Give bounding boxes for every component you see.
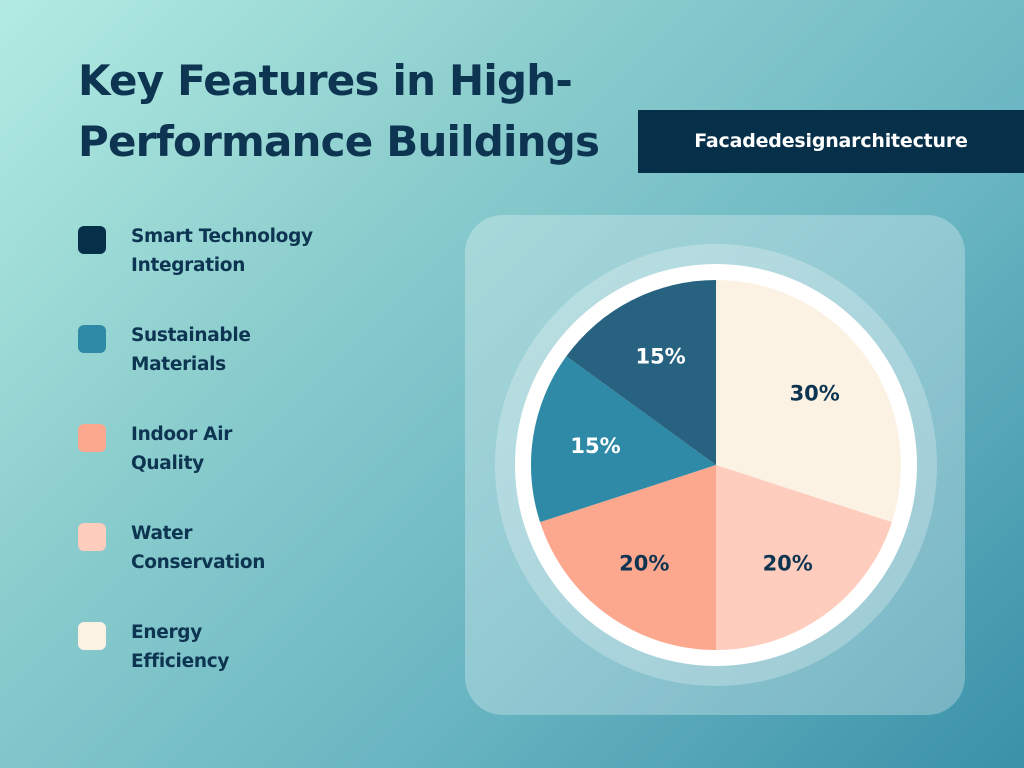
pie-slice-label: 15% — [570, 434, 620, 458]
legend-item: Sustainable Materials — [78, 321, 378, 381]
pie-slice-label: 20% — [763, 552, 813, 576]
brand-banner: Facadedesignarchitecture — [638, 110, 1024, 173]
legend-item: Indoor Air Quality — [78, 420, 378, 480]
legend-label-line: Quality — [131, 453, 204, 474]
pie-slice-label: 30% — [790, 381, 840, 405]
chart-card: 30% 20% 20% 15% 15% — [465, 215, 965, 715]
pie-slice — [716, 465, 892, 650]
legend-swatch — [78, 424, 106, 452]
legend-swatch — [78, 622, 106, 650]
legend-label-line: Materials — [131, 354, 226, 375]
legend-item: Smart Technology Integration — [78, 222, 378, 282]
legend-swatch — [78, 226, 106, 254]
legend-label-line: Sustainable — [131, 325, 251, 346]
pie-slice-label: 15% — [635, 344, 685, 368]
pie-slice — [540, 465, 716, 650]
pie-chart: 30% 20% 20% 15% 15% — [495, 244, 937, 686]
legend-item: Energy Efficiency — [78, 618, 378, 678]
pie-slice — [566, 280, 716, 465]
page-title: Key Features in High-Performance Buildin… — [78, 56, 600, 166]
legend-label-line: Indoor Air — [131, 424, 233, 445]
legend-label: Water Conservation — [131, 519, 371, 577]
legend-swatch — [78, 523, 106, 551]
pie-slice — [530, 356, 716, 523]
legend-label-line: Smart Technology — [131, 226, 313, 247]
legend-label: Energy Efficiency — [131, 618, 371, 676]
legend-label-line: Water — [131, 523, 193, 544]
pie-slices — [530, 280, 902, 650]
pie-slice — [716, 280, 902, 523]
legend-label-line: Energy — [131, 622, 202, 643]
legend-label: Sustainable Materials — [131, 321, 371, 379]
legend-label-line: Integration — [131, 255, 246, 276]
legend-swatch — [78, 325, 106, 353]
legend-label: Smart Technology Integration — [131, 222, 371, 280]
legend-label-line: Efficiency — [131, 651, 230, 672]
legend-label: Indoor Air Quality — [131, 420, 371, 478]
legend-item: Water Conservation — [78, 519, 378, 579]
pie-slice-label: 20% — [619, 552, 669, 576]
pie-labels: 30% 20% 20% 15% 15% — [570, 344, 839, 575]
legend-label-line: Conservation — [131, 552, 266, 573]
